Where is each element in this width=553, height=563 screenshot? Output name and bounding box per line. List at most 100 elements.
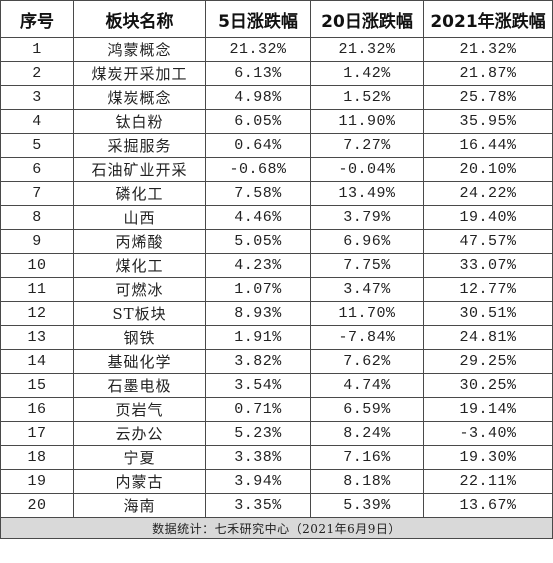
table-row: 1 鸿蒙概念 21.32% 21.32% 21.32%	[0, 37, 553, 62]
header-sector-name: 板块名称	[73, 0, 206, 38]
table-row: 14 基础化学 3.82% 7.62% 29.25%	[0, 349, 553, 374]
table-row: 2 煤炭开采加工 6.13% 1.42% 21.87%	[0, 61, 553, 86]
sector-name-cell: 山西	[73, 205, 206, 230]
change-2021-cell: 22.11%	[423, 469, 553, 494]
change-20day-cell: 1.52%	[310, 85, 424, 110]
change-20day-cell: 7.16%	[310, 445, 424, 470]
change-2021-cell: 30.51%	[423, 301, 553, 326]
change-2021-cell: 19.30%	[423, 445, 553, 470]
table-row: 6 石油矿业开采 -0.68% -0.04% 20.10%	[0, 157, 553, 182]
row-index-cell: 8	[0, 205, 74, 230]
row-index-cell: 5	[0, 133, 74, 158]
change-2021-cell: 30.25%	[423, 373, 553, 398]
data-source-note: 数据统计：七禾研究中心（2021年6月9日）	[0, 517, 553, 539]
table-row: 17 云办公 5.23% 8.24% -3.40%	[0, 421, 553, 446]
change-20day-cell: 11.70%	[310, 301, 424, 326]
change-20day-cell: 6.96%	[310, 229, 424, 254]
change-20day-cell: 6.59%	[310, 397, 424, 422]
change-5day-cell: 21.32%	[205, 37, 311, 62]
sector-name-cell: 可燃冰	[73, 277, 206, 302]
row-index-cell: 9	[0, 229, 74, 254]
sector-name-cell: 煤炭概念	[73, 85, 206, 110]
table-row: 18 宁夏 3.38% 7.16% 19.30%	[0, 445, 553, 470]
sector-name-cell: 海南	[73, 493, 206, 518]
row-index-cell: 4	[0, 109, 74, 134]
change-2021-cell: -3.40%	[423, 421, 553, 446]
table-row: 4 钛白粉 6.05% 11.90% 35.95%	[0, 109, 553, 134]
sector-name-cell: 宁夏	[73, 445, 206, 470]
sector-name-cell: 钢铁	[73, 325, 206, 350]
table-row: 16 页岩气 0.71% 6.59% 19.14%	[0, 397, 553, 422]
sector-name-cell: 石墨电极	[73, 373, 206, 398]
header-row: 序号 板块名称 5日涨跌幅 20日涨跌幅 2021年涨跌幅	[0, 0, 553, 38]
sector-name-cell: 采掘服务	[73, 133, 206, 158]
change-20day-cell: 7.27%	[310, 133, 424, 158]
change-5day-cell: 0.64%	[205, 133, 311, 158]
header-2021-change: 2021年涨跌幅	[423, 0, 553, 38]
row-index-cell: 7	[0, 181, 74, 206]
change-5day-cell: 5.05%	[205, 229, 311, 254]
change-20day-cell: 8.18%	[310, 469, 424, 494]
header-index: 序号	[0, 0, 74, 38]
change-5day-cell: 6.05%	[205, 109, 311, 134]
row-index-cell: 16	[0, 397, 74, 422]
table-row: 9 丙烯酸 5.05% 6.96% 47.57%	[0, 229, 553, 254]
row-index-cell: 10	[0, 253, 74, 278]
change-5day-cell: 4.23%	[205, 253, 311, 278]
change-2021-cell: 24.81%	[423, 325, 553, 350]
change-2021-cell: 19.14%	[423, 397, 553, 422]
table-row: 11 可燃冰 1.07% 3.47% 12.77%	[0, 277, 553, 302]
change-2021-cell: 21.87%	[423, 61, 553, 86]
change-20day-cell: 13.49%	[310, 181, 424, 206]
change-5day-cell: 3.38%	[205, 445, 311, 470]
table-row: 7 磷化工 7.58% 13.49% 24.22%	[0, 181, 553, 206]
change-20day-cell: 5.39%	[310, 493, 424, 518]
table-row: 20 海南 3.35% 5.39% 13.67%	[0, 493, 553, 518]
row-index-cell: 13	[0, 325, 74, 350]
change-2021-cell: 24.22%	[423, 181, 553, 206]
row-index-cell: 2	[0, 61, 74, 86]
change-20day-cell: 3.79%	[310, 205, 424, 230]
row-index-cell: 19	[0, 469, 74, 494]
table-row: 8 山西 4.46% 3.79% 19.40%	[0, 205, 553, 230]
table-row: 5 采掘服务 0.64% 7.27% 16.44%	[0, 133, 553, 158]
table-row: 10 煤化工 4.23% 7.75% 33.07%	[0, 253, 553, 278]
table-body: 1 鸿蒙概念 21.32% 21.32% 21.32% 2 煤炭开采加工 6.13% 1.42%…	[0, 37, 553, 518]
row-index-cell: 1	[0, 37, 74, 62]
row-index-cell: 17	[0, 421, 74, 446]
change-20day-cell: -7.84%	[310, 325, 424, 350]
change-2021-cell: 13.67%	[423, 493, 553, 518]
change-20day-cell: -0.04%	[310, 157, 424, 182]
row-index-cell: 20	[0, 493, 74, 518]
sector-name-cell: 煤炭开采加工	[73, 61, 206, 86]
change-20day-cell: 21.32%	[310, 37, 424, 62]
table-row: 13 钢铁 1.91% -7.84% 24.81%	[0, 325, 553, 350]
change-20day-cell: 7.62%	[310, 349, 424, 374]
sector-name-cell: ST板块	[73, 301, 206, 326]
change-2021-cell: 33.07%	[423, 253, 553, 278]
sector-name-cell: 钛白粉	[73, 109, 206, 134]
sector-name-cell: 鸿蒙概念	[73, 37, 206, 62]
sector-name-cell: 内蒙古	[73, 469, 206, 494]
header-5day-change: 5日涨跌幅	[205, 0, 311, 38]
table-row: 12 ST板块 8.93% 11.70% 30.51%	[0, 301, 553, 326]
row-index-cell: 11	[0, 277, 74, 302]
row-index-cell: 6	[0, 157, 74, 182]
change-5day-cell: 1.91%	[205, 325, 311, 350]
change-5day-cell: 3.35%	[205, 493, 311, 518]
change-2021-cell: 47.57%	[423, 229, 553, 254]
change-20day-cell: 8.24%	[310, 421, 424, 446]
change-2021-cell: 35.95%	[423, 109, 553, 134]
change-2021-cell: 16.44%	[423, 133, 553, 158]
change-5day-cell: 3.82%	[205, 349, 311, 374]
change-5day-cell: 4.98%	[205, 85, 311, 110]
row-index-cell: 18	[0, 445, 74, 470]
row-index-cell: 14	[0, 349, 74, 374]
change-5day-cell: 4.46%	[205, 205, 311, 230]
sector-name-cell: 云办公	[73, 421, 206, 446]
table-row: 15 石墨电极 3.54% 4.74% 30.25%	[0, 373, 553, 398]
sector-name-cell: 基础化学	[73, 349, 206, 374]
change-2021-cell: 29.25%	[423, 349, 553, 374]
change-5day-cell: 3.94%	[205, 469, 311, 494]
